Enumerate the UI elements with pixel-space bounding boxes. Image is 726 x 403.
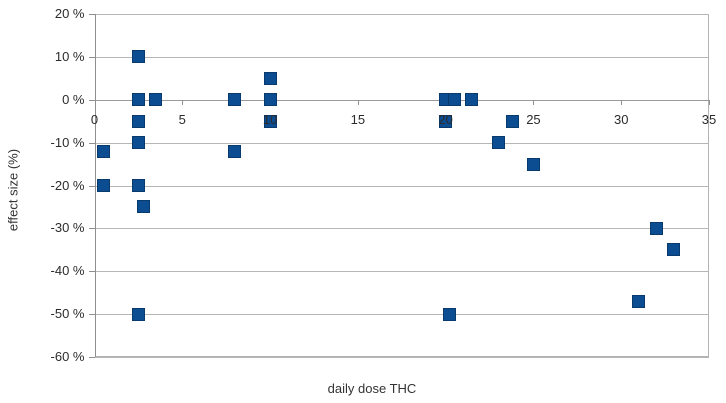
data-point-marker [649,221,663,235]
y-axis-tick [88,99,95,101]
data-point-marker [263,114,277,128]
data-point-marker [228,144,242,158]
x-tick-label: 35 [701,111,717,127]
x-axis-title: daily dose THC [327,381,417,396]
y-axis-tick [88,314,95,316]
y-axis-tick [88,142,95,144]
y-gridline [94,56,709,58]
data-point-marker [442,307,456,321]
data-point-marker [491,136,505,150]
y-axis-tick [88,185,95,187]
x-tick-label: 10 [262,111,278,127]
y-gridline [94,271,709,273]
y-gridline [94,142,709,144]
data-point-marker [526,157,540,171]
data-point-marker [465,93,479,107]
data-point-marker [667,243,681,257]
x-axis-tick [709,99,710,105]
y-gridline [94,228,709,230]
data-point-marker [263,71,277,85]
x-tick-label: 30 [613,111,629,127]
data-point-marker [228,93,242,107]
y-axis-tick [88,357,95,358]
x-tick-label: 5 [178,111,186,127]
y-axis-tick [88,14,95,15]
data-point-marker [447,93,461,107]
y-tick-label: -40 % [50,263,85,279]
y-tick-label: 10 % [54,48,85,64]
y-gridline [94,357,709,358]
data-point-marker [131,136,145,150]
data-point-marker [96,144,110,158]
x-tick-label: 15 [350,111,366,127]
y-tick-label: -50 % [50,306,85,322]
data-point-marker [137,200,151,214]
y-tick-label: 0 % [62,91,85,107]
y-gridline [94,185,709,187]
data-point-marker [263,93,277,107]
x-tick-label: 20 [438,111,453,127]
x-tick-label: 0 [90,111,99,127]
data-point-marker [131,50,145,64]
y-axis-tick [88,228,95,230]
x-axis-line [94,99,709,101]
data-point-marker [96,179,110,192]
y-gridline [94,314,709,316]
data-point-marker [439,114,453,128]
y-gridline [94,14,709,15]
data-point-marker [149,93,163,107]
y-axis-tick [88,271,95,273]
x-axis-tick [94,99,96,105]
data-point-marker [505,114,519,128]
data-point-marker [131,179,145,192]
data-point-marker [131,114,145,128]
y-tick-label: -30 % [50,220,85,236]
y-tick-label: -60 % [50,349,85,364]
y-tick-label: -10 % [50,134,85,150]
data-point-marker [632,294,646,308]
data-point-marker [131,93,145,107]
y-axis-tick [88,56,95,58]
x-tick-label: 25 [526,111,541,127]
y-tick-label: -20 % [50,177,85,193]
y-axis-line [94,14,96,357]
x-axis-tick [182,99,184,105]
y-tick-label: 20 % [54,6,85,21]
x-axis-tick [533,99,535,105]
x-axis-tick [621,99,623,105]
data-point-marker [131,307,145,321]
x-axis-tick [357,99,359,105]
